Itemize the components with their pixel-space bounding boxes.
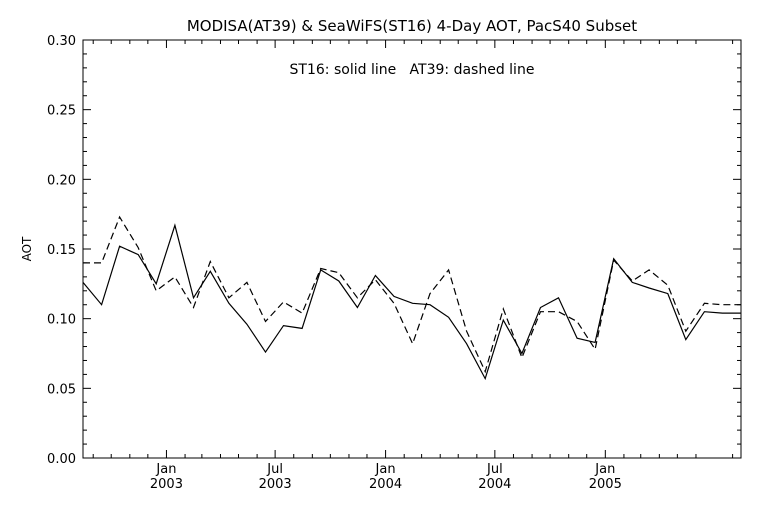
y-tick-label: 0.10 [47, 313, 76, 328]
x-tick-label-year: 2004 [369, 477, 402, 492]
x-tick-label-month: Jan [375, 462, 396, 477]
x-tick-label-month: Jan [155, 462, 176, 477]
series-line-st16 [82, 223, 741, 381]
axis-ticks: 0.000.050.100.150.200.250.30Jan2003Jul20… [47, 34, 741, 492]
x-tick-label-month: Jan [594, 462, 615, 477]
y-tick-label: 0.00 [47, 452, 76, 467]
x-tick-label-year: 2003 [259, 477, 292, 492]
plot-frame [82, 39, 742, 459]
series-layer [82, 215, 741, 381]
x-tick-label-month: Jul [486, 462, 503, 477]
x-tick-label-year: 2005 [589, 477, 622, 492]
y-tick-label: 0.20 [47, 173, 76, 188]
chart-title: MODISA(AT39) & SeaWiFS(ST16) 4-Day AOT, … [187, 17, 637, 35]
series-line-at39 [83, 215, 741, 374]
y-tick-label: 0.15 [47, 243, 76, 258]
y-tick-label: 0.05 [47, 382, 76, 397]
y-tick-label: 0.30 [47, 34, 76, 49]
x-tick-label-year: 2004 [478, 477, 511, 492]
x-tick-label-year: 2003 [150, 477, 183, 492]
y-tick-label: 0.25 [47, 104, 76, 119]
legend-annotation: ST16: solid line AT39: dashed line [290, 62, 535, 78]
x-tick-label-month: Jul [266, 462, 283, 477]
y-axis-label: AOT [20, 236, 34, 261]
